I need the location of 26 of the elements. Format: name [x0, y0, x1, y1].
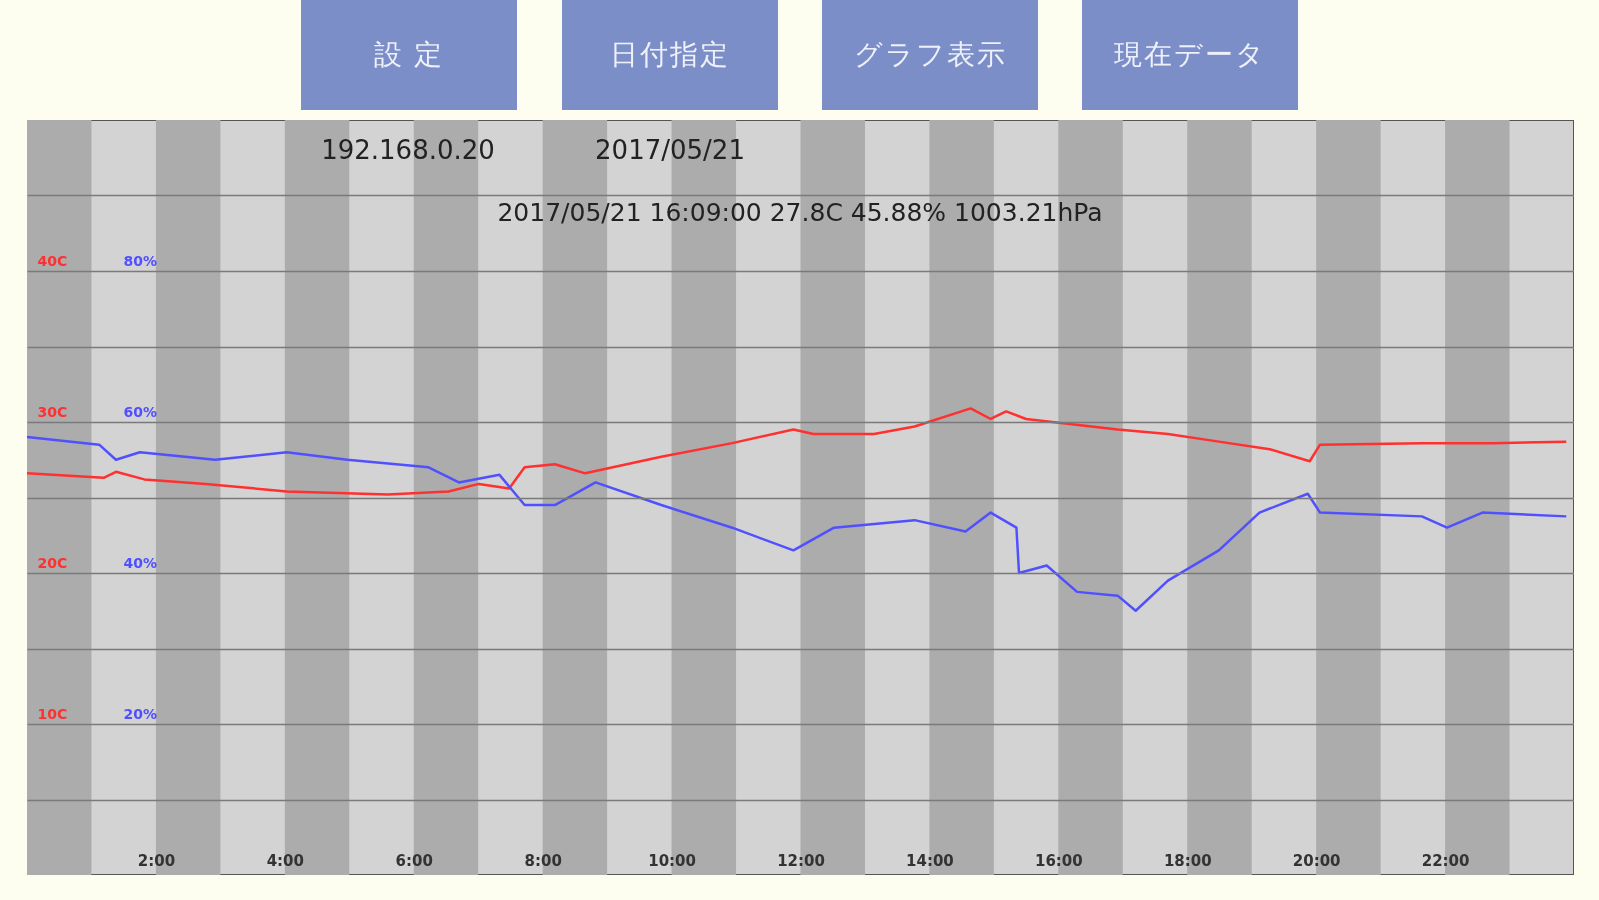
annotation: 2017/05/21: [595, 135, 745, 165]
x-tick-label: 6:00: [395, 851, 433, 870]
y2-tick-label: 60%: [123, 403, 158, 420]
x-tick-label: 4:00: [266, 851, 304, 870]
x-tick-label: 14:00: [906, 851, 954, 870]
x-tick-label: 18:00: [1163, 851, 1212, 870]
x-tick-label: 22:00: [1421, 851, 1470, 870]
annotation: 192.168.0.20: [321, 135, 495, 165]
x-tick-label: 16:00: [1034, 851, 1083, 870]
text: 現在データ: [1082, 0, 1298, 110]
x-tick-label: 10:00: [648, 851, 696, 870]
y-tick-label: 30C: [37, 403, 68, 420]
y-tick-label: 20C: [37, 554, 68, 571]
text: グラフ表示: [822, 0, 1038, 110]
y2-tick-label: 40%: [123, 554, 158, 571]
y2-tick-label: 20%: [123, 705, 158, 722]
x-tick-label: 12:00: [777, 851, 825, 870]
text: 日付指定: [562, 0, 778, 110]
y-tick-label: 10C: [37, 705, 68, 722]
annotation: 2017/05/21 16:09:00 27.8C 45.88% 1003.21hPa: [497, 198, 1103, 227]
text: 設 定: [301, 0, 517, 110]
y-tick-label: 40C: [37, 252, 68, 269]
x-tick-label: 20:00: [1292, 851, 1341, 870]
x-tick-label: 8:00: [524, 851, 562, 870]
y2-tick-label: 80%: [123, 252, 158, 269]
x-tick-label: 2:00: [137, 851, 176, 870]
